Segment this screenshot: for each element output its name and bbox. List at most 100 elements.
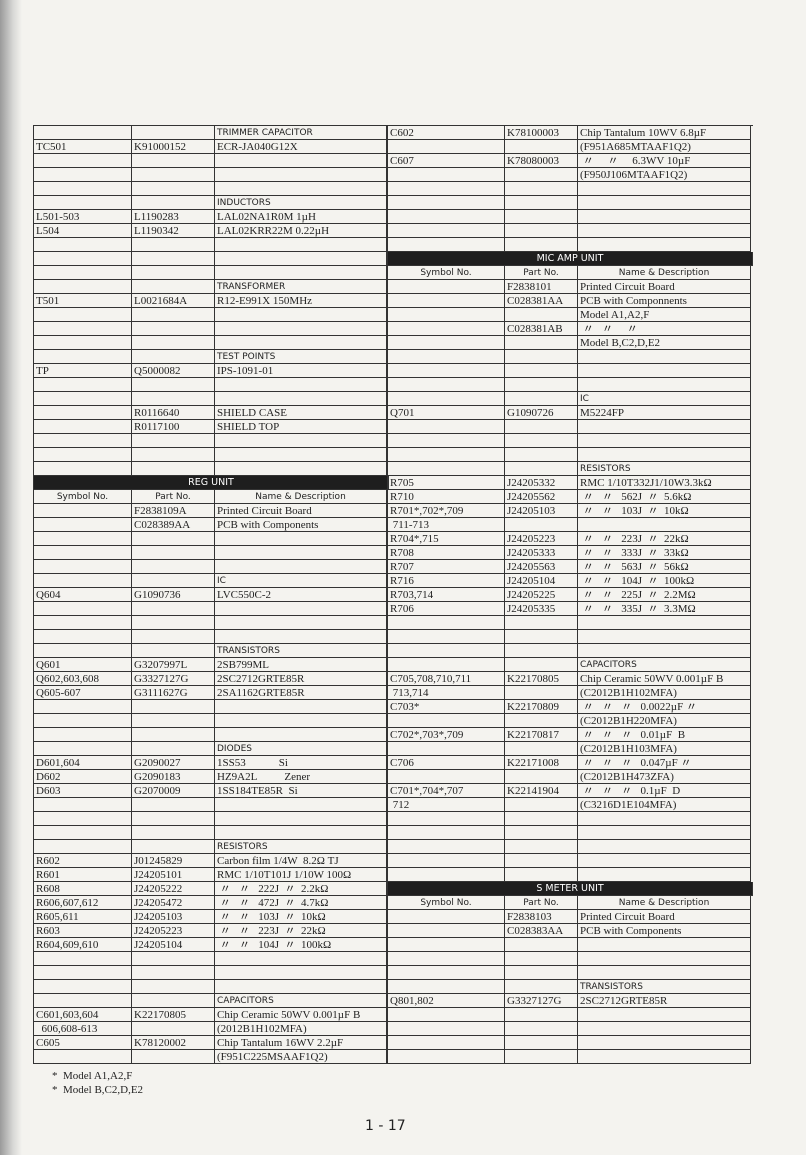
- desc-cell: (F951C225MSAAF1Q2): [215, 1050, 387, 1064]
- desc-cell: 〃 〃 104J 〃 100kΩ: [215, 938, 387, 952]
- table-row: (C2012B1H220MFA): [388, 714, 753, 728]
- part-cell: R0116640: [132, 406, 215, 420]
- cell: [578, 868, 751, 882]
- cell: [388, 966, 505, 980]
- desc-cell: RMC 1/10T332J1/10W3.3kΩ: [578, 476, 751, 490]
- part-cell: C028383AA: [505, 924, 578, 938]
- cell: [215, 266, 387, 280]
- table-row: RESISTORS: [34, 840, 389, 854]
- desc-cell: (C2012B1H473ZFA): [578, 770, 751, 784]
- part-cell: J24205101: [132, 868, 215, 882]
- cell: [215, 812, 387, 826]
- table-row: [388, 448, 753, 462]
- cell: [34, 154, 132, 168]
- table-row: [388, 630, 753, 644]
- cell: [578, 644, 751, 658]
- cell: [388, 336, 505, 350]
- cell: [578, 350, 751, 364]
- table-row: [34, 546, 389, 560]
- cell: [388, 812, 505, 826]
- desc-cell: 〃 〃 〃 0.01µF B: [578, 728, 751, 742]
- cell: [505, 350, 578, 364]
- symbol-cell: C701*,704*,707: [388, 784, 505, 798]
- cell: [132, 630, 215, 644]
- cell: [34, 728, 132, 742]
- note: * Model B,C2,D,E2: [52, 1084, 144, 1096]
- part-cell: K22171008: [505, 756, 578, 770]
- desc-cell: Chip Ceramic 50WV 0.001µF B: [578, 672, 751, 686]
- cell: [505, 140, 578, 154]
- cell: [505, 770, 578, 784]
- table-row: Model A1,A2,F: [388, 308, 753, 322]
- part-cell: G2090027: [132, 756, 215, 770]
- cell: [132, 280, 215, 294]
- cell: [132, 798, 215, 812]
- table-row: R710 J24205562 〃 〃 562J 〃 5.6kΩ: [388, 490, 753, 504]
- symbol-cell: L501-503: [34, 210, 132, 224]
- cell: [505, 238, 578, 252]
- desc-cell: 〃 〃 6.3WV 10µF: [578, 154, 751, 168]
- part-cell: J24205222: [132, 882, 215, 896]
- desc-cell: 〃 〃 225J 〃 2.2MΩ: [578, 588, 751, 602]
- symbol-cell: R601: [34, 868, 132, 882]
- table-row: F2838103 Printed Circuit Board: [388, 910, 753, 924]
- note: * Model A1,A2,F: [52, 1070, 133, 1082]
- cell: [578, 420, 751, 434]
- cell: [132, 616, 215, 630]
- cell: [34, 280, 132, 294]
- table-row: L504 L1190342 LAL02KRR22M 0.22µH: [34, 224, 389, 238]
- part-cell: G2070009: [132, 784, 215, 798]
- table-row: INDUCTORS: [34, 196, 389, 210]
- table-row: R708 J24205333 〃 〃 333J 〃 33kΩ: [388, 546, 753, 560]
- desc-cell: Carbon film 1/4W 8.2Ω TJ: [215, 854, 387, 868]
- cell: [132, 966, 215, 980]
- part-cell: G3327127G: [505, 994, 578, 1008]
- part-cell: J24205223: [505, 532, 578, 546]
- table-row: (C2012B1H473ZFA): [388, 770, 753, 784]
- table-row: 713,714 (C2012B1H102MFA): [388, 686, 753, 700]
- desc-cell: Printed Circuit Board: [578, 280, 751, 294]
- cell: [505, 1050, 578, 1064]
- symbol-cell: R704*,715: [388, 532, 505, 546]
- symbol-cell: C706: [388, 756, 505, 770]
- cell: [505, 630, 578, 644]
- cell: [215, 798, 387, 812]
- table-row: [34, 154, 389, 168]
- desc-cell: Model A1,A2,F: [578, 308, 751, 322]
- cell: [388, 280, 505, 294]
- desc-cell: 〃 〃 〃 0.0022µF 〃: [578, 700, 751, 714]
- table-row: D602 G2090183 HZ9A2L Zener: [34, 770, 389, 784]
- cell: [132, 434, 215, 448]
- table-row: [34, 308, 389, 322]
- symbol-cell: Symbol No.: [34, 490, 132, 504]
- table-row: TRANSISTORS: [388, 980, 753, 994]
- symbol-cell: Q701: [388, 406, 505, 420]
- table-row: [34, 714, 389, 728]
- symbol-cell: R602: [34, 854, 132, 868]
- desc-cell: (F951A685MTAAF1Q2): [578, 140, 751, 154]
- section-heading: RESISTORS: [215, 840, 387, 854]
- part-cell: K22141904: [505, 784, 578, 798]
- cell: [578, 378, 751, 392]
- table-row: F2838101 Printed Circuit Board: [388, 280, 753, 294]
- table-row: [34, 252, 389, 266]
- part-cell: J01245829: [132, 854, 215, 868]
- desc-cell: 〃 〃 562J 〃 5.6kΩ: [578, 490, 751, 504]
- cell: [505, 182, 578, 196]
- part-cell: Part No.: [132, 490, 215, 504]
- cell: [505, 434, 578, 448]
- table-row: [34, 392, 389, 406]
- cell: [578, 938, 751, 952]
- cell: [215, 616, 387, 630]
- table-row: [34, 602, 389, 616]
- cell: [34, 840, 132, 854]
- page-number: 1 - 17: [365, 1118, 406, 1134]
- symbol-cell: Q602,603,608: [34, 672, 132, 686]
- cell: [388, 714, 505, 728]
- table-row: [388, 854, 753, 868]
- symbol-cell: C602: [388, 126, 505, 140]
- table-row: Q605-607 G3111627G 2SA1162GRTE85R: [34, 686, 389, 700]
- symbol-cell: R604,609,610: [34, 938, 132, 952]
- desc-cell: Chip Tantalum 16WV 2.2µF: [215, 1036, 387, 1050]
- cell: [578, 224, 751, 238]
